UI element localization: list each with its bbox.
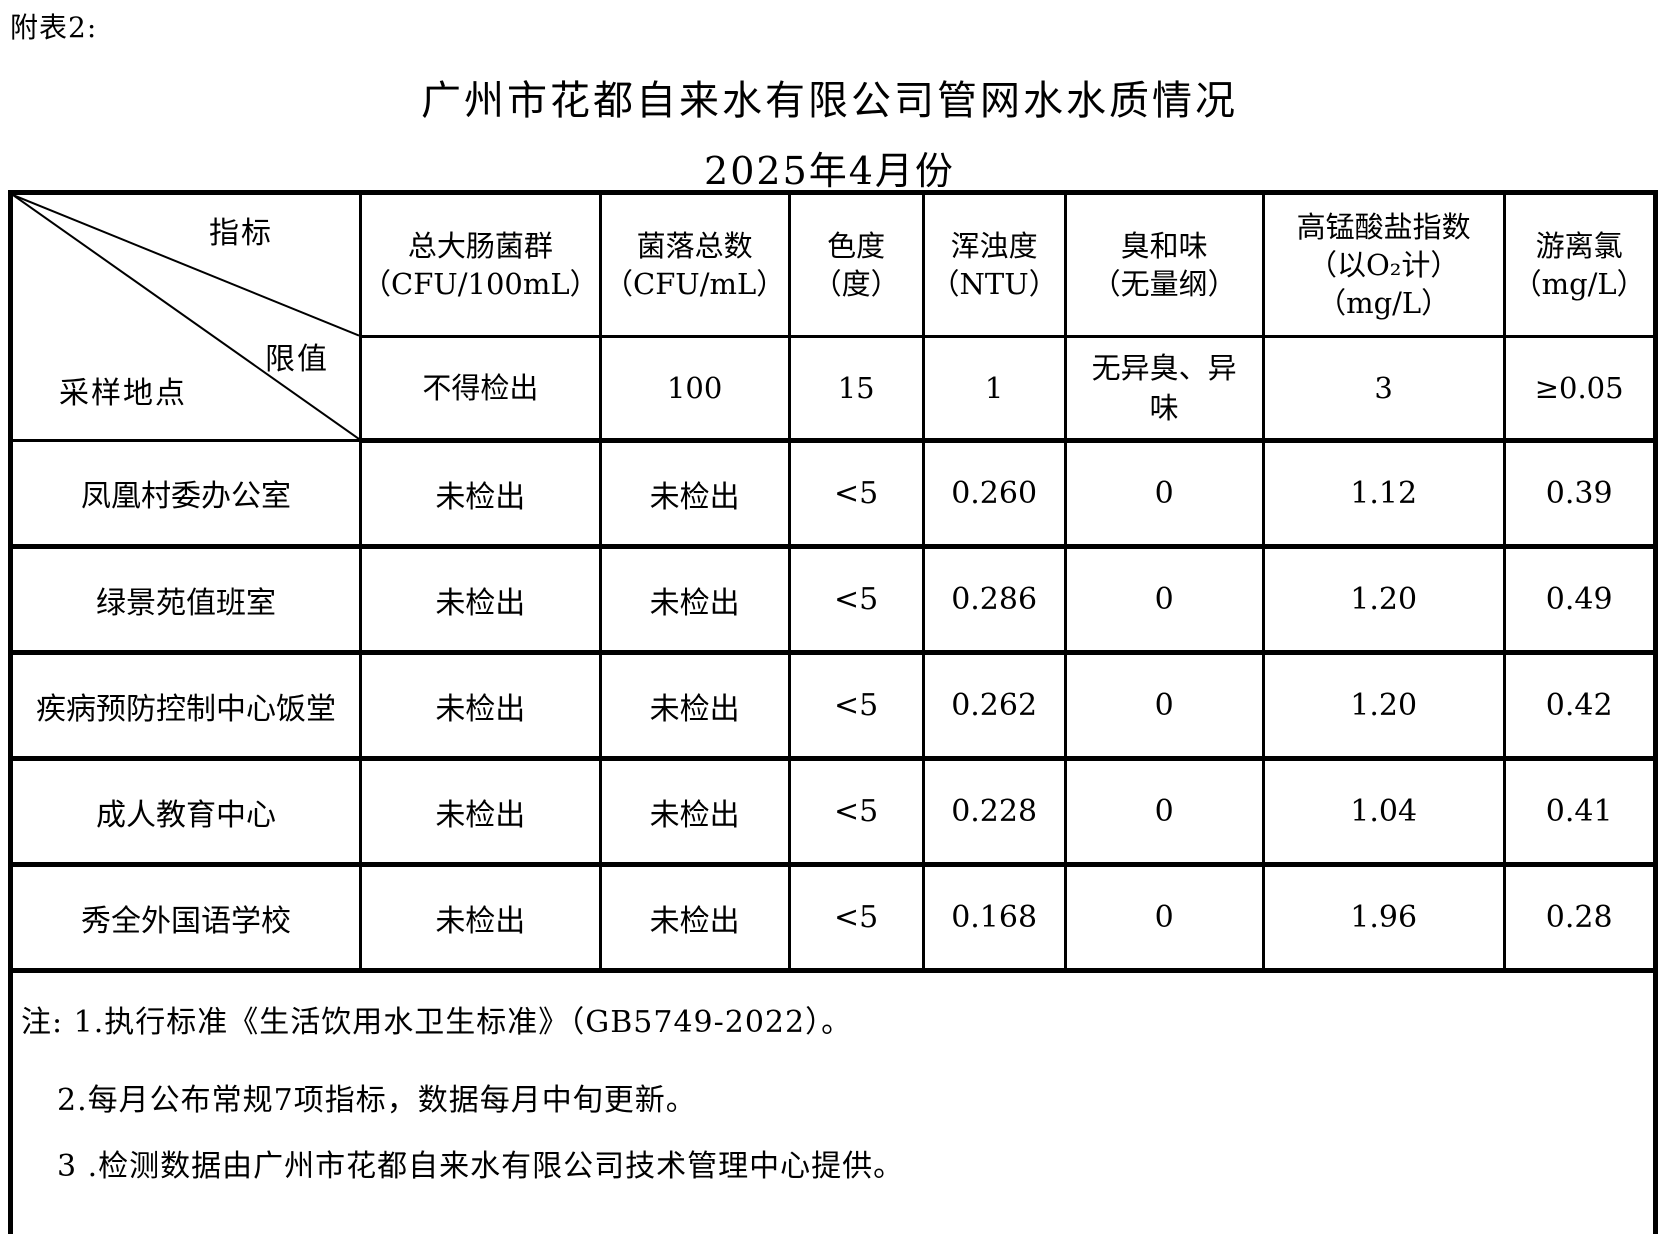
note-update-frequency: 2.每月公布常规7项指标，数据每月中旬更新。 [57, 1083, 697, 1118]
column-header-odor-taste: 臭和味 （无量纲） [1063, 191, 1265, 338]
table-row: 凤凰村委办公室 未检出 未检出 <5 0.260 0 1.12 0.39 [9, 439, 1657, 549]
corner-label-indicator: 指标 [209, 216, 273, 251]
value-cell: 0 [1063, 757, 1265, 867]
column-header-colony-count: 菌落总数 （CFU/mL） [598, 191, 791, 338]
value-cell: 0 [1063, 439, 1265, 549]
value-cell: 未检出 [598, 757, 791, 867]
value-cell: 未检出 [359, 863, 602, 973]
sampling-location: 秀全外国语学校 [9, 863, 362, 973]
sampling-location: 绿景苑值班室 [9, 545, 362, 655]
sampling-location: 凤凰村委办公室 [9, 439, 362, 549]
limit-cell: 3 [1261, 335, 1506, 443]
limit-cell: 15 [787, 335, 925, 443]
table-row: 成人教育中心 未检出 未检出 <5 0.228 0 1.04 0.41 [9, 757, 1657, 867]
limit-row: 不得检出 100 15 1 无异臭、异味 3 ≥0.05 [11, 335, 1657, 443]
limit-cell: ≥0.05 [1502, 335, 1657, 443]
value-cell: <5 [787, 651, 925, 761]
value-cell: 未检出 [598, 651, 791, 761]
value-cell: 0.49 [1502, 545, 1657, 655]
value-cell: 未检出 [359, 757, 602, 867]
column-header-total-coliform: 总大肠菌群 （CFU/100mL） [359, 191, 602, 338]
value-cell: 0.260 [921, 439, 1067, 549]
table-row: 疾病预防控制中心饭堂 未检出 未检出 <5 0.262 0 1.20 0.42 [9, 651, 1657, 761]
value-cell: 未检出 [359, 439, 602, 549]
value-cell: 未检出 [359, 545, 602, 655]
value-cell: 未检出 [598, 439, 791, 549]
value-cell: 0.286 [921, 545, 1067, 655]
table-row: 绿景苑值班室 未检出 未检出 <5 0.286 0 1.20 0.49 [9, 545, 1657, 655]
corner-label-location: 采样地点 [59, 376, 187, 411]
table-row: 秀全外国语学校 未检出 未检出 <5 0.168 0 1.96 0.28 [9, 863, 1657, 973]
value-cell: 0 [1063, 651, 1265, 761]
limit-cell: 1 [921, 335, 1067, 443]
value-cell: <5 [787, 757, 925, 867]
sampling-location: 疾病预防控制中心饭堂 [9, 651, 362, 761]
value-cell: 0 [1063, 545, 1265, 655]
limit-cell: 无异臭、异味 [1063, 335, 1265, 443]
diagonal-lines [13, 195, 358, 438]
notes-section: 注: 1.执行标准《生活饮用水卫生标准》（GB5749-2022）。 2.每月公… [9, 969, 1657, 1234]
column-header-free-chlorine: 游离氯 （mg/L） [1502, 191, 1657, 338]
column-header-permanganate-index: 高锰酸盐指数 （以O₂计） （mg/L） [1261, 191, 1506, 338]
value-cell: 0 [1063, 863, 1265, 973]
value-cell: 0.228 [921, 757, 1067, 867]
value-cell: 1.96 [1261, 863, 1506, 973]
page-title: 广州市花都自来水有限公司管网水水质情况 [421, 78, 1238, 124]
value-cell: 0.168 [921, 863, 1067, 973]
limit-cell: 不得检出 [359, 335, 602, 443]
notes-row: 注: 1.执行标准《生活饮用水卫生标准》（GB5749-2022）。 2.每月公… [9, 969, 1657, 1234]
limit-odor-text: 无异臭、异味 [1091, 351, 1237, 425]
note-data-source: 3 .检测数据由广州市花都自来水有限公司技术管理中心提供。 [57, 1149, 905, 1184]
value-cell: <5 [787, 545, 925, 655]
value-cell: 0.28 [1502, 863, 1657, 973]
value-cell: 未检出 [598, 863, 791, 973]
note-standard: 注: 1.执行标准《生活饮用水卫生标准》（GB5749-2022）。 [21, 1005, 853, 1040]
value-cell: 0.39 [1502, 439, 1657, 549]
value-cell: 未检出 [598, 545, 791, 655]
page-subtitle: 2025年4月份 [704, 149, 955, 193]
column-header-turbidity: 浑浊度 （NTU） [921, 191, 1067, 338]
limit-cell: 100 [598, 335, 791, 443]
value-cell: 1.20 [1261, 545, 1506, 655]
header-row: 指标 限值 采样地点 总大肠菌群 （CFU/100mL） 菌落总数 （CFU/m… [9, 191, 1657, 442]
value-cell: 1.12 [1261, 439, 1506, 549]
corner-label-limit: 限值 [265, 342, 329, 377]
value-cell: 0.262 [921, 651, 1067, 761]
value-cell: 0.41 [1502, 757, 1657, 867]
value-cell: 0.42 [1502, 651, 1657, 761]
water-quality-table: 指标 限值 采样地点 总大肠菌群 （CFU/100mL） 菌落总数 （CFU/m… [8, 190, 1658, 1234]
column-header-color: 色度 （度） [787, 191, 925, 338]
value-cell: <5 [787, 863, 925, 973]
value-cell: 1.04 [1261, 757, 1506, 867]
corner-cell: 指标 限值 采样地点 [9, 191, 362, 442]
value-cell: 1.20 [1261, 651, 1506, 761]
appendix-label: 附表2: [10, 11, 98, 44]
sampling-location: 成人教育中心 [9, 757, 362, 867]
value-cell: <5 [787, 439, 925, 549]
value-cell: 未检出 [359, 651, 602, 761]
